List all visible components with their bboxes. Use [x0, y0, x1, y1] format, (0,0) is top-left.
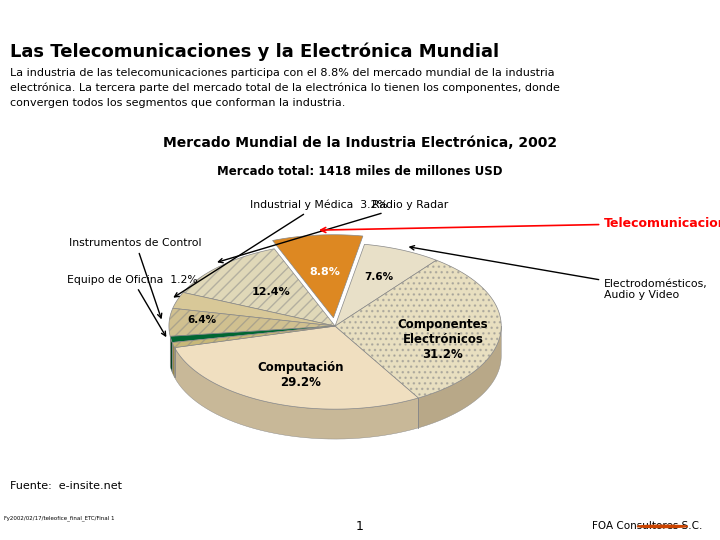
Polygon shape — [273, 235, 363, 318]
Text: FOA Consultores S.C.: FOA Consultores S.C. — [592, 522, 702, 531]
Polygon shape — [418, 326, 501, 428]
Text: 1: 1 — [356, 520, 364, 533]
Polygon shape — [169, 308, 335, 336]
Polygon shape — [335, 244, 436, 326]
Polygon shape — [183, 249, 335, 326]
Text: Las Telecomunicaciones y la Electrónica Mundial: Las Telecomunicaciones y la Electrónica … — [10, 42, 499, 60]
Text: Electrodomésticos,
Audio y Video: Electrodomésticos, Audio y Video — [410, 246, 708, 300]
Text: Equipo de Oficina  1.2%: Equipo de Oficina 1.2% — [67, 274, 198, 336]
Text: Mercado Mundial de la Industria Electrónica, 2002: Mercado Mundial de la Industria Electrón… — [163, 136, 557, 150]
Text: Fuente:  e-insite.net: Fuente: e-insite.net — [10, 481, 122, 491]
Text: Mercado total: 1418 miles de millones USD: Mercado total: 1418 miles de millones US… — [217, 165, 503, 178]
Text: 8.8%: 8.8% — [309, 267, 340, 278]
Text: Componentes
Electrónicos
31.2%: Componentes Electrónicos 31.2% — [397, 318, 488, 361]
Polygon shape — [170, 336, 172, 373]
Circle shape — [637, 525, 688, 528]
Polygon shape — [172, 342, 174, 377]
Polygon shape — [172, 326, 335, 348]
Text: Instrumentos de Control: Instrumentos de Control — [69, 238, 202, 318]
Text: 6.4%: 6.4% — [188, 315, 217, 325]
Polygon shape — [173, 293, 335, 326]
Text: La industria de las telecomunicaciones participa con el 8.8% del mercado mundial: La industria de las telecomunicaciones p… — [10, 68, 560, 108]
Text: Industrial y Médica  3.2%: Industrial y Médica 3.2% — [174, 200, 387, 297]
Polygon shape — [174, 348, 418, 439]
Text: 7.6%: 7.6% — [364, 272, 393, 282]
Text: Fy2002/02/17/teleofice_final_ETC/Final 1: Fy2002/02/17/teleofice_final_ETC/Final 1 — [4, 516, 114, 522]
Polygon shape — [174, 326, 418, 409]
Text: Radio y Radar: Radio y Radar — [218, 200, 448, 263]
Text: Telecomunicaciones: Telecomunicaciones — [321, 217, 720, 233]
Polygon shape — [170, 326, 335, 342]
Polygon shape — [335, 260, 501, 398]
Text: 12.4%: 12.4% — [251, 287, 290, 298]
Text: Computación
29.2%: Computación 29.2% — [257, 361, 343, 389]
